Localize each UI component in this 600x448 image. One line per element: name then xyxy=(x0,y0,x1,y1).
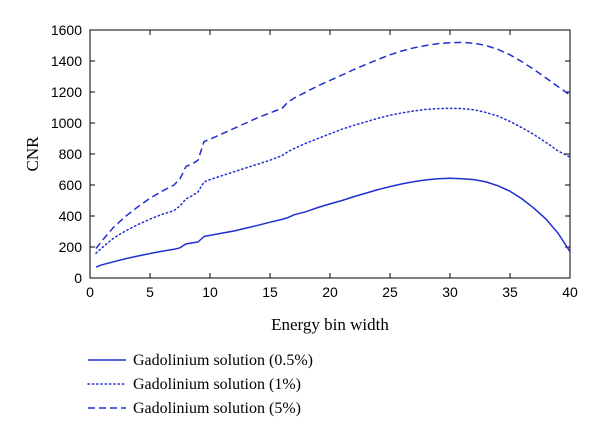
y-axis-label: CNR xyxy=(23,136,42,172)
legend-entry-label: Gadolinium solution (5%) xyxy=(133,400,301,417)
x-axis-label: Energy bin width xyxy=(271,315,389,334)
x-tick-label: 25 xyxy=(382,284,398,300)
x-tick-label: 10 xyxy=(202,284,218,300)
y-tick-label: 0 xyxy=(74,270,82,286)
y-tick-label: 600 xyxy=(59,177,83,193)
legend: Gadolinium solution (0.5%) Gadolinium sol… xyxy=(87,352,313,417)
series-lines xyxy=(95,41,571,268)
x-tick-label: 35 xyxy=(502,284,518,300)
y-tick-label: 400 xyxy=(59,208,83,224)
series-line-solid xyxy=(95,177,571,268)
axis-ticks: 0 5 10 15 20 25 30 35 40020040060080010001200140… xyxy=(51,22,578,300)
x-tick-label: 40 xyxy=(562,284,578,300)
y-tick-label: 1400 xyxy=(51,53,82,69)
x-tick-label: 0 xyxy=(86,284,94,300)
y-tick-label: 1600 xyxy=(51,22,82,38)
series-line-dotted xyxy=(95,107,571,254)
x-tick-label: 15 xyxy=(262,284,278,300)
x-tick-label: 20 xyxy=(322,284,338,300)
y-tick-label: 800 xyxy=(59,146,83,162)
y-tick-label: 1000 xyxy=(51,115,82,131)
x-tick-label: 30 xyxy=(442,284,458,300)
y-tick-label: 200 xyxy=(59,239,83,255)
legend-entry-label: Gadolinium solution (1%) xyxy=(133,376,301,393)
y-tick-label: 1200 xyxy=(51,84,82,100)
plot-frame xyxy=(89,29,571,279)
series-line-dashed xyxy=(95,41,571,250)
x-tick-label: 5 xyxy=(146,284,154,300)
legend-entry-label: Gadolinium solution (0.5%) xyxy=(133,352,313,369)
